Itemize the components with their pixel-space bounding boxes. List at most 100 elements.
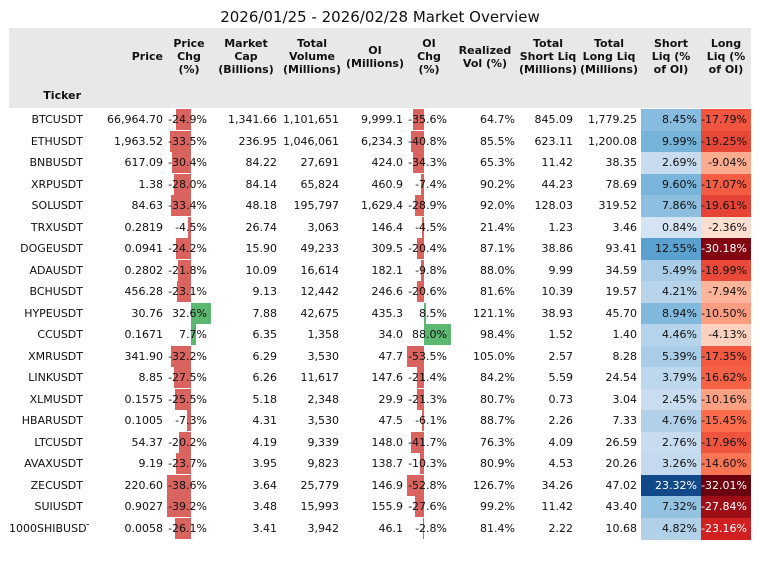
cell-realized-vol: 99.2% — [480, 500, 515, 513]
cell-total-long-liq-millions: 3.46 — [612, 220, 638, 234]
cell-oi-chg: -52.8% — [408, 478, 447, 492]
heat-long-liq-of-oi — [701, 216, 751, 239]
bar-oi-chg — [417, 388, 424, 410]
cell-total-long-liq-millions: 7.33 — [612, 414, 638, 427]
cell-realized-vol: 76.3% — [480, 435, 515, 449]
bar-oi-chg — [415, 496, 424, 517]
cell-oi-millions: 309.5 — [371, 242, 404, 255]
cell-long-liq-of-oi: -17.79% — [701, 113, 747, 126]
cell-price: 0.1575 — [124, 392, 164, 406]
bar-price-chg — [167, 496, 192, 517]
cell-realized-vol: 98.4% — [480, 328, 515, 341]
heat-short-liq-of-oi — [641, 173, 701, 196]
bar-price-chg — [173, 173, 192, 195]
cell-short-liq-of-oi: 12.55% — [655, 242, 697, 255]
cell-price: 0.0058 — [124, 521, 164, 535]
cell-oi-chg: -6.1% — [415, 414, 447, 427]
cell-total-long-liq-millions: 319.52 — [598, 199, 638, 212]
cell-market-cap-billions: 15.90 — [245, 242, 278, 255]
cell-market-cap-billions: 6.35 — [252, 328, 278, 341]
cell-market-cap-billions: 236.95 — [238, 134, 278, 148]
cell-price: 0.1005 — [124, 414, 164, 427]
cell-short-liq-of-oi: 2.69% — [662, 156, 697, 169]
cell-short-liq-of-oi: 4.82% — [662, 521, 697, 535]
heat-long-liq-of-oi — [701, 367, 751, 389]
column-header-realized-vol: Realized Vol (%) — [458, 43, 512, 70]
bar-oi-chg — [407, 345, 424, 367]
column-header-oi-chg: OI Chg (%) — [417, 37, 441, 76]
heat-short-liq-of-oi — [641, 195, 701, 217]
column-header-market-cap-billions: Market Cap (Billions) — [218, 37, 274, 76]
cell-total-short-liq-millions: 845.09 — [534, 113, 574, 126]
bar-price-chg — [167, 474, 191, 496]
heat-short-liq-of-oi — [641, 474, 701, 497]
heat-short-liq-of-oi — [641, 281, 701, 303]
cell-total-volume-millions: 3,063 — [307, 220, 340, 234]
heat-long-liq-of-oi — [701, 517, 751, 540]
column-header-short-liq-of-oi: Short Liq (% of OI) — [651, 37, 691, 76]
table-row: ETHUSDT 1,963.52 -33.5% 236.95 1,046,061 6,23… — [9, 130, 751, 153]
cell-realized-vol: 80.7% — [480, 392, 515, 406]
cell-realized-vol: 85.5% — [480, 134, 515, 148]
table-row: SUIUSDT 0.9027 -39.2% 3.48 15,993 155.9 -27.6%… — [9, 496, 751, 518]
cell-long-liq-of-oi: -17.35% — [701, 349, 747, 363]
cell-total-volume-millions: 9,823 — [307, 457, 340, 470]
cell-price-chg: -32.2% — [168, 349, 207, 363]
cell-total-short-liq-millions: 4.53 — [548, 457, 574, 470]
cell-price-chg: -27.5% — [168, 371, 207, 384]
heat-short-liq-of-oi — [641, 216, 701, 239]
cell-oi-millions: 182.1 — [371, 263, 404, 277]
table-row: HBARUSDT 0.1005 -7.3% 4.31 3,530 47.5 -6.1% 88.… — [9, 410, 751, 432]
cell-total-volume-millions: 2,348 — [307, 392, 340, 406]
cell-long-liq-of-oi: -15.45% — [701, 414, 747, 427]
cell-price: 0.2819 — [124, 220, 164, 234]
cell-ticker: HYPEUSDT — [24, 306, 83, 320]
bar-oi-chg — [416, 367, 424, 388]
table-row: XRPUSDT 1.38 -28.0% 84.14 65,824 460.9 -7.4% 90… — [9, 173, 751, 196]
cell-oi-millions: 246.6 — [371, 285, 404, 298]
bar-price-chg — [170, 130, 191, 152]
heat-short-liq-of-oi — [641, 431, 701, 454]
cell-price-chg: -39.2% — [168, 500, 207, 513]
cell-long-liq-of-oi: -16.62% — [701, 371, 747, 384]
bar-price-chg — [191, 302, 211, 324]
cell-price: 0.2802 — [124, 263, 164, 277]
cell-ticker: SUIUSDT — [34, 500, 83, 513]
cell-price: 1,963.52 — [114, 134, 163, 148]
cell-total-short-liq-millions: 38.93 — [541, 306, 574, 320]
cell-oi-chg: -10.3% — [408, 457, 447, 470]
cell-price-chg: -7.3% — [175, 414, 207, 427]
cell-long-liq-of-oi: -30.18% — [701, 242, 747, 255]
bar-price-chg — [177, 259, 191, 281]
cell-price: 84.63 — [131, 199, 164, 212]
cell-total-volume-millions: 1,101,651 — [283, 113, 339, 126]
cell-price: 0.0941 — [124, 242, 164, 255]
cell-realized-vol: 121.1% — [473, 306, 515, 320]
cell-total-long-liq-millions: 47.02 — [605, 478, 638, 492]
cell-short-liq-of-oi: 23.32% — [655, 478, 697, 492]
cell-market-cap-billions: 3.64 — [252, 478, 278, 492]
cell-realized-vol: 88.7% — [480, 414, 515, 427]
cell-oi-chg: -4.5% — [415, 220, 447, 234]
bar-price-chg — [176, 281, 191, 302]
column-header-price: Price — [131, 50, 163, 63]
cell-short-liq-of-oi: 8.94% — [662, 306, 697, 320]
cell-long-liq-of-oi: -27.84% — [701, 500, 747, 513]
cell-oi-chg: -53.5% — [408, 349, 447, 363]
cell-total-long-liq-millions: 8.28 — [612, 349, 638, 363]
heat-long-liq-of-oi — [701, 195, 751, 217]
cell-oi-chg: -21.3% — [408, 392, 447, 406]
market-overview-table: Price Price Chg (%) Market Cap (Billions) T… — [9, 28, 751, 568]
cell-total-short-liq-millions: 128.03 — [534, 199, 574, 212]
cell-short-liq-of-oi: 9.99% — [662, 134, 697, 148]
cell-price: 0.9027 — [124, 500, 164, 513]
cell-price: 1.38 — [138, 177, 164, 191]
cell-market-cap-billions: 7.88 — [252, 306, 278, 320]
cell-total-short-liq-millions: 1.23 — [548, 220, 574, 234]
cell-price: 8.85 — [138, 371, 164, 384]
cell-price-chg: -24.2% — [168, 242, 207, 255]
bar-oi-chg — [421, 410, 424, 431]
cell-oi-millions: 47.7 — [378, 349, 404, 363]
cell-price-chg: -21.8% — [168, 263, 207, 277]
heat-short-liq-of-oi — [641, 367, 701, 389]
